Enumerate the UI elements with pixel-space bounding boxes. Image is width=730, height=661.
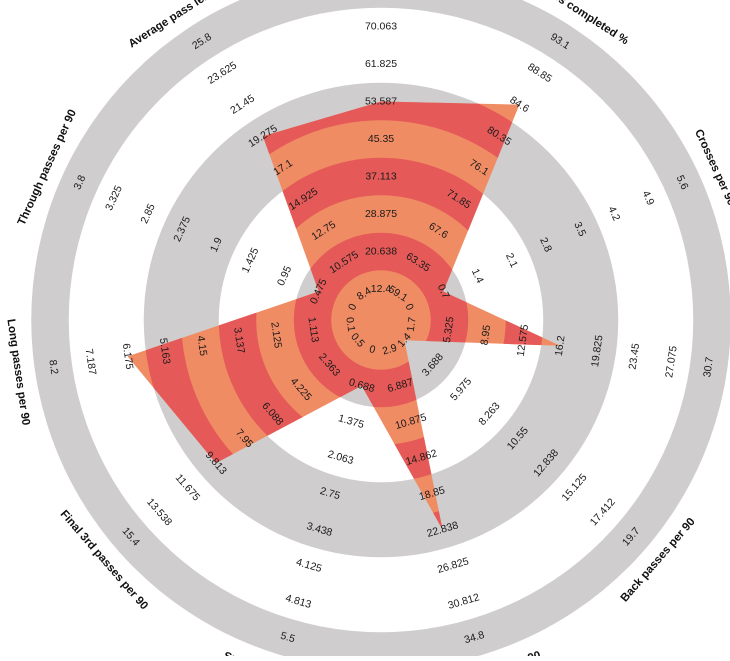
tick-label: 3.8 bbox=[71, 173, 88, 191]
tick-label: 34.8 bbox=[463, 629, 486, 646]
tick-label: 1.113 bbox=[305, 316, 321, 343]
tick-label: 19.825 bbox=[589, 334, 605, 368]
tick-label: 28.875 bbox=[365, 208, 397, 220]
tick-label: 30.7 bbox=[701, 356, 716, 378]
tick-label: 2.1 bbox=[503, 251, 520, 269]
tick-label: 2.125 bbox=[268, 321, 284, 349]
tick-label: 0 bbox=[346, 302, 359, 312]
tick-label: 23.45 bbox=[627, 342, 643, 370]
tick-label: 4.15 bbox=[194, 335, 209, 357]
tick-label: 8.2 bbox=[46, 359, 60, 375]
tick-label: 0 bbox=[403, 302, 416, 312]
tick-label: 2.9 bbox=[381, 342, 399, 358]
tick-label: 5.325 bbox=[441, 316, 457, 344]
tick-label: 20.638 bbox=[365, 246, 397, 258]
tick-label: 7.187 bbox=[83, 348, 99, 376]
tick-label: 27.075 bbox=[663, 345, 679, 379]
tick-label: 5.5 bbox=[279, 630, 297, 646]
tick-label: 5.6 bbox=[674, 173, 691, 191]
tick-label: 2.75 bbox=[319, 485, 342, 502]
tick-label: 12.4 bbox=[371, 283, 392, 295]
parameter-label: Long passes per 90 bbox=[4, 318, 31, 426]
tick-label: 16.2 bbox=[553, 335, 568, 357]
tick-label: 4.9 bbox=[640, 189, 657, 207]
tick-label: 0.1 bbox=[343, 316, 357, 332]
tick-label: 37.113 bbox=[365, 171, 396, 183]
tick-label: 70.063 bbox=[365, 21, 397, 33]
tick-label: 8.95 bbox=[479, 324, 494, 346]
tick-label: 53.587 bbox=[365, 96, 397, 108]
tick-label: 3.5 bbox=[571, 220, 588, 238]
tick-label: 3.137 bbox=[231, 327, 247, 355]
tick-label: 45.35 bbox=[368, 133, 394, 145]
tick-label: 2.8 bbox=[537, 236, 554, 254]
tick-label: 1.4 bbox=[469, 267, 486, 285]
tick-label: 0.7 bbox=[435, 282, 452, 300]
tick-label: 0 bbox=[368, 343, 377, 356]
tick-label: 61.825 bbox=[365, 58, 397, 70]
tick-label: 4.2 bbox=[605, 205, 622, 223]
tick-label: 6.175 bbox=[120, 343, 136, 371]
tick-label: 1.7 bbox=[405, 316, 419, 332]
tick-label: 12.575 bbox=[515, 323, 531, 357]
tick-label: 5.163 bbox=[157, 337, 173, 365]
tick-label: 1.9 bbox=[208, 236, 225, 254]
